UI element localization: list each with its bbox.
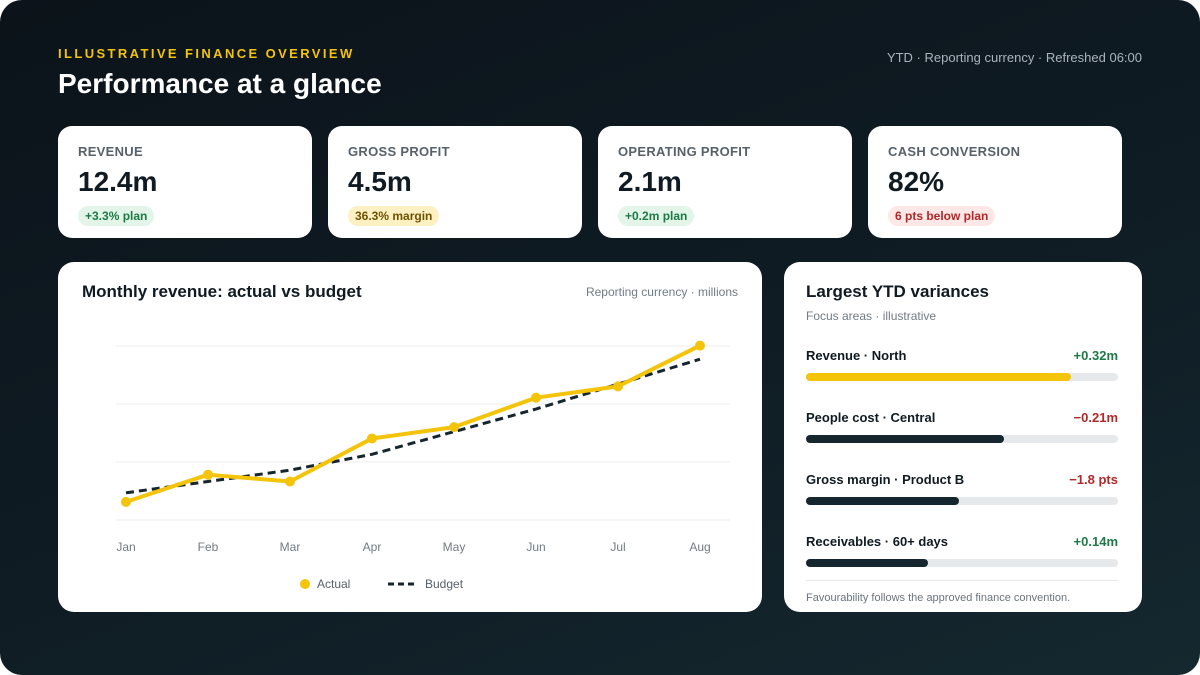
kpi-badge: +0.2m plan — [618, 206, 695, 226]
actual-point[interactable] — [695, 340, 705, 351]
footnote: Favourability follows the approved finan… — [806, 592, 1071, 604]
eyebrow-label: ILLUSTRATIVE FINANCE OVERVIEW — [58, 46, 355, 61]
variance-bar — [806, 373, 1072, 381]
x-tick-label: Apr — [363, 540, 382, 554]
variance-track — [806, 559, 1118, 567]
legend-actual-swatch — [300, 579, 310, 589]
kpi-card-revenue[interactable]: REVENUE 12.4m +3.3% plan — [58, 126, 312, 238]
variance-bar — [806, 435, 1005, 443]
kpi-value: 2.1m — [618, 166, 682, 197]
kpi-badge: +3.3% plan — [78, 206, 155, 226]
variance-value: +0.32m — [1073, 348, 1118, 363]
variance-value: −0.21m — [1073, 410, 1118, 425]
actual-point[interactable] — [531, 392, 541, 403]
variance-label: Gross margin · Product B — [806, 472, 965, 487]
variance-track — [806, 435, 1118, 443]
kpi-label: GROSS PROFIT — [348, 144, 450, 159]
budget-line — [125, 357, 701, 495]
kpi-badge: 36.3% margin — [348, 206, 440, 226]
actual-point[interactable] — [285, 476, 295, 487]
actual-point[interactable] — [367, 433, 377, 444]
variance-row[interactable]: Receivables · 60+ days +0.14m — [806, 534, 1118, 567]
variance-track — [806, 373, 1118, 381]
report-meta: YTD · Reporting currency · Refreshed 06:… — [886, 50, 1142, 65]
x-tick-label: Jul — [610, 540, 625, 554]
kpi-value: 12.4m — [78, 166, 158, 197]
variance-row[interactable]: Revenue · North +0.32m — [806, 348, 1118, 381]
x-tick-label: Jan — [116, 540, 135, 554]
variance-track — [806, 497, 1118, 505]
page-title: Performance at a glance — [58, 68, 382, 99]
variance-bar — [806, 497, 959, 505]
kpi-card-cash-conversion[interactable]: CASH CONVERSION 82% 6 pts below plan — [868, 126, 1122, 238]
actual-point[interactable] — [449, 422, 459, 433]
x-tick-label: May — [443, 540, 466, 554]
x-tick-label: Mar — [280, 540, 301, 554]
actual-point[interactable] — [613, 381, 623, 392]
variance-value: +0.14m — [1073, 534, 1118, 549]
kpi-label: REVENUE — [78, 144, 143, 159]
variance-label: Receivables · 60+ days — [806, 534, 949, 549]
variances-title: Largest YTD variances — [806, 282, 989, 301]
divider — [806, 580, 1118, 581]
legend-budget-label: Budget — [425, 577, 464, 591]
variance-value: −1.8 pts — [1069, 472, 1118, 487]
x-tick-label: Feb — [198, 540, 219, 554]
variances-card: Largest YTD variances Focus areas · illu… — [784, 262, 1142, 612]
kpi-value: 82% — [888, 166, 945, 197]
variance-label: Revenue · North — [806, 348, 907, 363]
actual-point[interactable] — [203, 469, 213, 480]
variance-row[interactable]: People cost · Central −0.21m — [806, 410, 1118, 443]
x-tick-label: Jun — [526, 540, 545, 554]
variance-bar — [806, 559, 928, 567]
kpi-label: OPERATING PROFIT — [618, 144, 751, 159]
x-tick-label: Aug — [689, 540, 710, 554]
actual-line — [125, 343, 701, 504]
legend-actual-label: Actual — [317, 577, 350, 591]
kpi-value: 4.5m — [348, 166, 412, 197]
variance-label: People cost · Central — [806, 410, 936, 425]
variances-subtitle: Focus areas · illustrative — [806, 309, 937, 323]
kpi-card-gross-profit[interactable]: GROSS PROFIT 4.5m 36.3% margin — [328, 126, 582, 238]
revenue-chart-card: Jan Feb Mar Apr May Jun Jul Aug Actual Budget Mon… — [58, 262, 762, 612]
chart-units: Reporting currency · millions — [585, 285, 738, 299]
chart-title: Monthly revenue: actual vs budget — [82, 282, 362, 301]
kpi-label: CASH CONVERSION — [888, 144, 1021, 159]
actual-point[interactable] — [121, 496, 131, 507]
kpi-card-operating-profit[interactable]: OPERATING PROFIT 2.1m +0.2m plan — [598, 126, 852, 238]
variance-row[interactable]: Gross margin · Product B −1.8 pts — [806, 472, 1118, 505]
kpi-badge: 6 pts below plan — [888, 206, 996, 226]
revenue-line-chart: Jan Feb Mar Apr May Jun Jul Aug Actual Budget — [116, 340, 730, 591]
